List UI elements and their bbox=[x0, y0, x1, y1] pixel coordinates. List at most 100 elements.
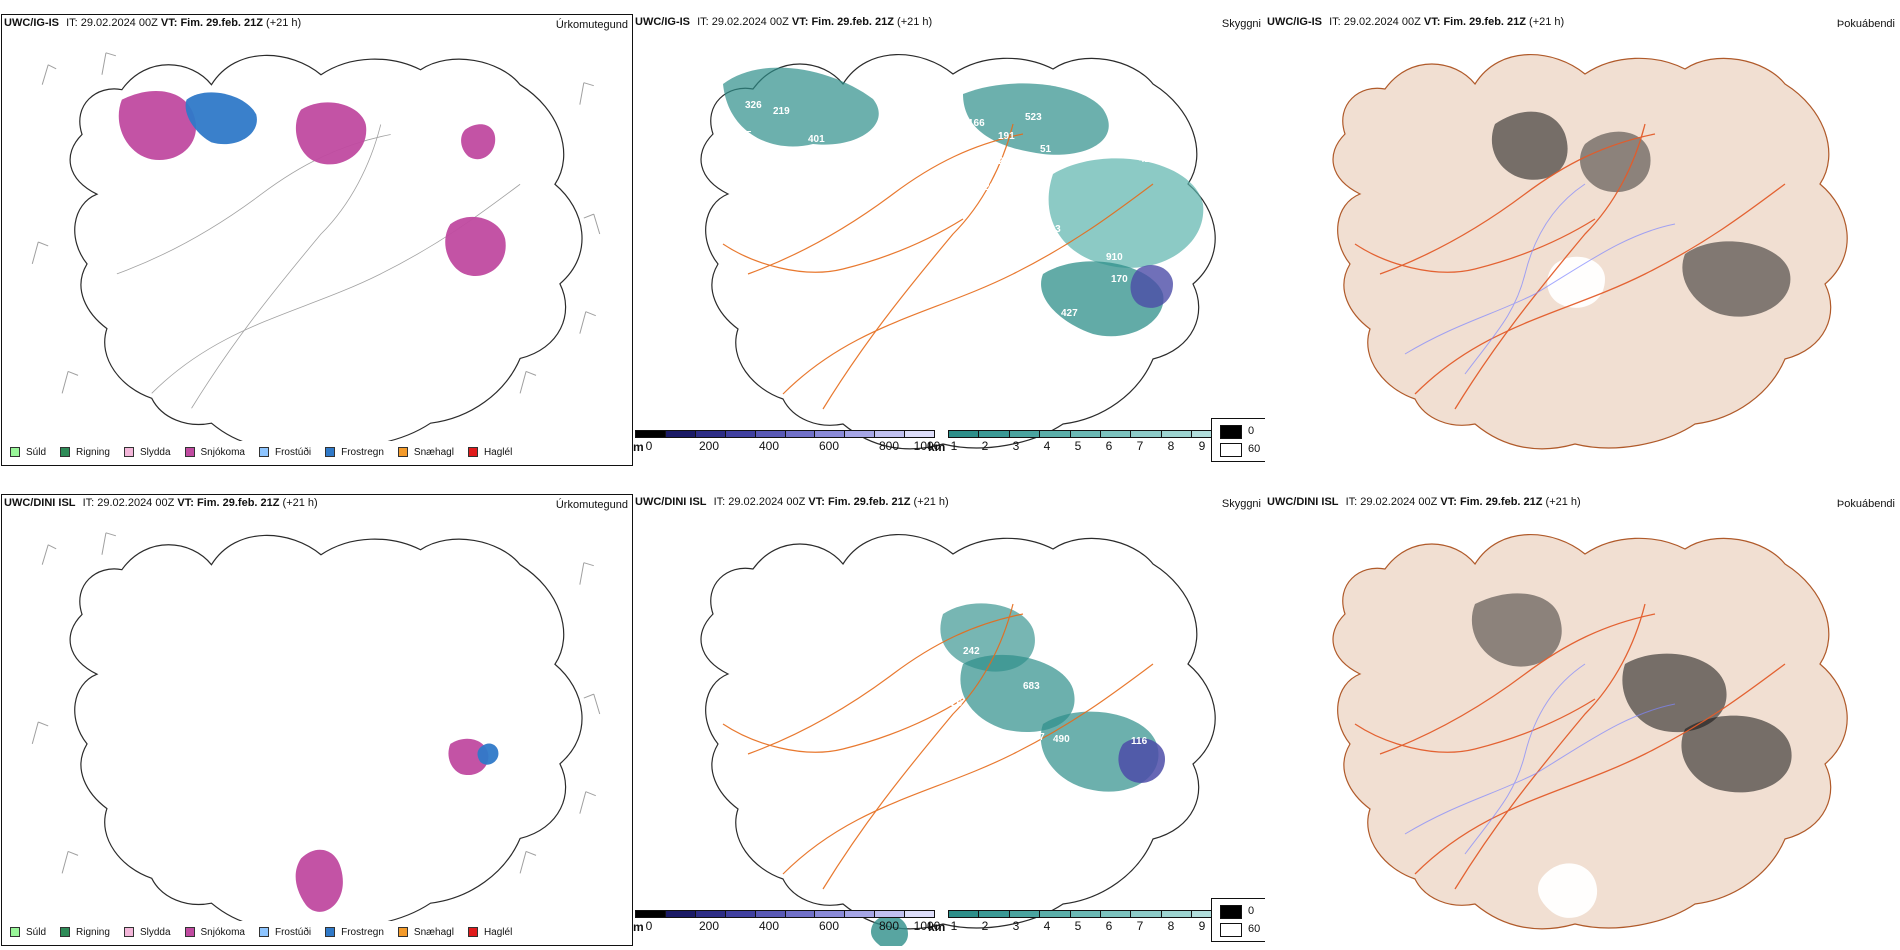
vt-label: VT: bbox=[791, 16, 809, 28]
legend-item: Snæhagl bbox=[397, 446, 454, 458]
lead-time: (+21 h) bbox=[266, 17, 302, 29]
vt-value: Fim. 29.feb. 21Z bbox=[196, 497, 280, 509]
it-label: IT: bbox=[66, 17, 78, 29]
meter-colorbar bbox=[635, 910, 935, 918]
tick-label: 6 bbox=[1105, 439, 1113, 453]
meter-ticks: 0 200 400 600 800 1000 bbox=[635, 919, 941, 935]
value-label: 51 bbox=[1040, 144, 1052, 155]
legend-item: Frostregn bbox=[325, 447, 384, 458]
value-label: 49 bbox=[898, 698, 910, 709]
value-label: 219 bbox=[773, 106, 790, 117]
vt-label: VT: bbox=[1423, 16, 1441, 28]
model-name: UWC/IG-IS bbox=[635, 16, 690, 28]
visibility-fields bbox=[870, 603, 1165, 946]
value-label: 191 bbox=[998, 131, 1015, 142]
vt-value: Fim. 29.feb. 21Z bbox=[1459, 496, 1543, 508]
value-label: 46 bbox=[971, 168, 983, 179]
value-label: 221 bbox=[933, 132, 950, 143]
tick-label: 1 bbox=[950, 919, 958, 933]
value-label: 108 bbox=[953, 250, 970, 261]
iceland-map bbox=[1332, 54, 1848, 450]
tick-label: 3 bbox=[1012, 919, 1020, 933]
tick-label: 400 bbox=[758, 439, 780, 453]
legend-swatch bbox=[325, 927, 336, 937]
legend-item: Frostúði bbox=[258, 446, 312, 458]
iceland-fill bbox=[1332, 54, 1848, 450]
legend-swatch bbox=[397, 447, 408, 457]
legend-label: Snjókoma bbox=[200, 446, 245, 458]
tick-label: 4 bbox=[1043, 439, 1051, 453]
vt-value: Fim. 29.feb. 21Z bbox=[811, 16, 894, 28]
km-colorbar bbox=[948, 910, 1253, 918]
tick-label: 5 bbox=[1074, 439, 1082, 453]
road-network bbox=[1354, 603, 1786, 890]
value-label: 242 bbox=[963, 646, 980, 657]
wind-barbs bbox=[31, 532, 601, 874]
iceland-map bbox=[31, 52, 601, 449]
legend-label: Frostregn bbox=[341, 926, 384, 938]
panel-title-visibility: Skyggni bbox=[1221, 18, 1261, 30]
it-value: 29.02.2024 00Z bbox=[80, 17, 158, 29]
tick-label: 1000 bbox=[913, 439, 941, 453]
legend-swatch bbox=[10, 447, 20, 457]
fog-label-top: 0 bbox=[1248, 425, 1255, 437]
legend-swatch bbox=[325, 447, 336, 457]
panel-title-precip-type: Úrkomutegund bbox=[555, 499, 628, 511]
tick-label: 2 bbox=[981, 919, 989, 933]
lead-time: (+21 h) bbox=[897, 16, 933, 28]
fog-index-shading bbox=[1491, 111, 1791, 317]
legend-item: Slydda bbox=[123, 926, 171, 938]
visibility-meter-scale: m 0 200 400 600 800 1000 bbox=[633, 430, 940, 460]
tick-label: 200 bbox=[698, 439, 720, 453]
tick-label: 800 bbox=[878, 919, 900, 933]
legend-swatch bbox=[184, 447, 195, 457]
value-label: 265 bbox=[735, 130, 752, 141]
tick-label: 8 bbox=[1167, 439, 1175, 453]
bottom-mid-header: UWC/DINI ISL IT: 29.02.2024 00Z VT: Fim.… bbox=[635, 496, 949, 508]
tick-label: 6 bbox=[1105, 919, 1113, 933]
bottom-fog-index-panel: UWC/DINI ISL IT: 29.02.2024 00Z VT: Fim.… bbox=[1265, 494, 1899, 946]
fog-swatch-light bbox=[1220, 443, 1242, 457]
tick-label: 7 bbox=[1136, 439, 1144, 453]
legend-item: Frostúði bbox=[258, 926, 312, 938]
legend-swatch bbox=[258, 927, 269, 937]
value-label: 427 bbox=[1061, 308, 1078, 319]
visibility-km-scale: km 1 2 3 4 5 6 7 8 9 10 bbox=[928, 430, 1253, 460]
legend-label: Snæhagl bbox=[413, 926, 454, 938]
legend-item: Snjókoma bbox=[184, 446, 245, 458]
iceland-outline bbox=[700, 54, 1216, 450]
lead-time: (+21 h) bbox=[913, 496, 949, 508]
road-network bbox=[722, 603, 1154, 890]
value-label: 490 bbox=[1053, 734, 1070, 745]
value-label: 101 bbox=[878, 862, 895, 873]
meter-colorbar bbox=[635, 430, 935, 438]
visibility-values: 326 219 401 265 221 166 523 46 191 663 2… bbox=[735, 100, 1151, 319]
tick-label: 400 bbox=[758, 919, 780, 933]
vt-label: VT: bbox=[177, 497, 194, 509]
tick-label: 0 bbox=[645, 439, 653, 453]
legend-label: Slydda bbox=[139, 926, 171, 938]
it-label: IT: bbox=[1329, 16, 1341, 28]
legend-item: Slydda bbox=[123, 447, 171, 458]
tick-label: 3 bbox=[1012, 439, 1020, 453]
value-label: 401 bbox=[808, 134, 825, 145]
unit-m: m bbox=[633, 440, 644, 454]
tick-label: 1000 bbox=[913, 919, 941, 933]
iceland-outline bbox=[69, 54, 583, 449]
legend-label: Snæhagl bbox=[413, 446, 454, 458]
legend-swatch bbox=[258, 447, 269, 457]
legend-label: Frostúði bbox=[274, 446, 312, 458]
fog-label-bottom: 60 bbox=[1248, 923, 1261, 935]
legend-label: Frostúði bbox=[274, 926, 312, 938]
legend-item: Haglél bbox=[467, 447, 512, 458]
iceland-fill bbox=[1332, 534, 1848, 930]
value-label: 170 bbox=[1111, 274, 1128, 285]
vt-value: Fim. 29.feb. 21Z bbox=[1443, 16, 1526, 28]
legend-item: Rigning bbox=[60, 447, 110, 458]
value-label: 211 bbox=[998, 156, 1015, 167]
panel-title-fog-index: Þokuábendi bbox=[1836, 18, 1895, 30]
tick-label: 8 bbox=[1167, 919, 1175, 933]
value-label: 116 bbox=[1131, 736, 1148, 747]
fog-index-scale: 0 60 bbox=[1211, 418, 1265, 462]
it-label: IT: bbox=[82, 497, 95, 509]
